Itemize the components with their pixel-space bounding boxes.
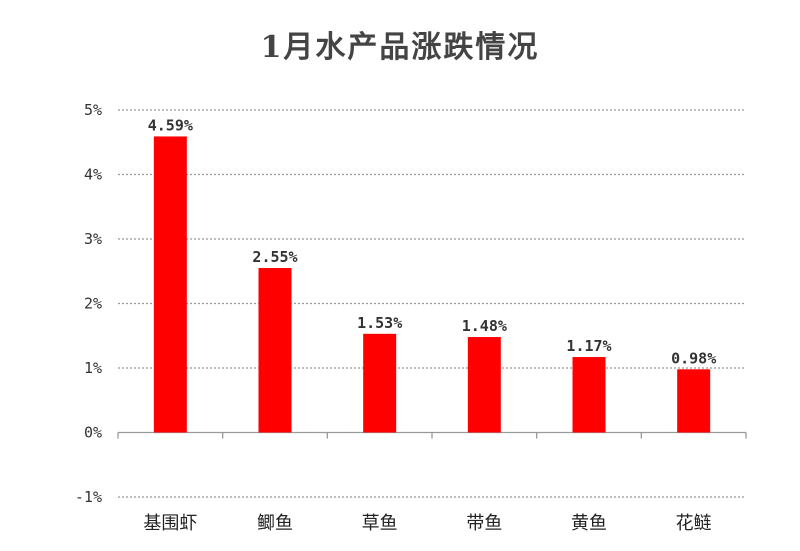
data-label: 1.17%: [566, 337, 611, 355]
bar: [258, 268, 292, 433]
y-tick-label: 4%: [84, 166, 102, 184]
y-tick-label: 3%: [84, 230, 102, 248]
chart-title: 1月水产品涨跌情况: [260, 30, 540, 65]
bar: [153, 136, 187, 433]
y-tick-label: -1%: [75, 488, 102, 506]
data-label: 4.59%: [148, 116, 193, 134]
y-tick-label: 0%: [84, 424, 102, 442]
y-axis-ticks: -1% 0% 1% 2% 3% 4% 5%: [75, 101, 102, 506]
y-tick-label: 2%: [84, 295, 102, 313]
data-label: 2.55%: [252, 248, 297, 266]
category-labels: 基围虾 鲫鱼 草鱼 带鱼 黄鱼 花鲢: [143, 513, 711, 534]
category-label: 基围虾: [143, 513, 197, 534]
category-label: 黄鱼: [571, 513, 607, 534]
data-labels: 4.59% 2.55% 1.53% 1.48% 1.17% 0.98%: [148, 116, 716, 367]
bar: [677, 369, 711, 433]
data-label: 1.53%: [357, 314, 402, 332]
data-label: 1.48%: [462, 317, 507, 335]
data-label: 0.98%: [671, 349, 716, 367]
category-label: 花鲢: [676, 513, 712, 534]
y-tick-label: 5%: [84, 101, 102, 119]
category-label: 鲫鱼: [257, 513, 293, 534]
bars: [153, 136, 711, 433]
bar: [572, 357, 606, 433]
category-label: 带鱼: [466, 513, 502, 534]
category-label: 草鱼: [362, 513, 398, 534]
x-axis: [117, 431, 747, 439]
y-tick-label: 1%: [84, 359, 102, 377]
gridlines: [118, 109, 746, 498]
bar: [363, 333, 397, 433]
bar: [467, 337, 501, 433]
